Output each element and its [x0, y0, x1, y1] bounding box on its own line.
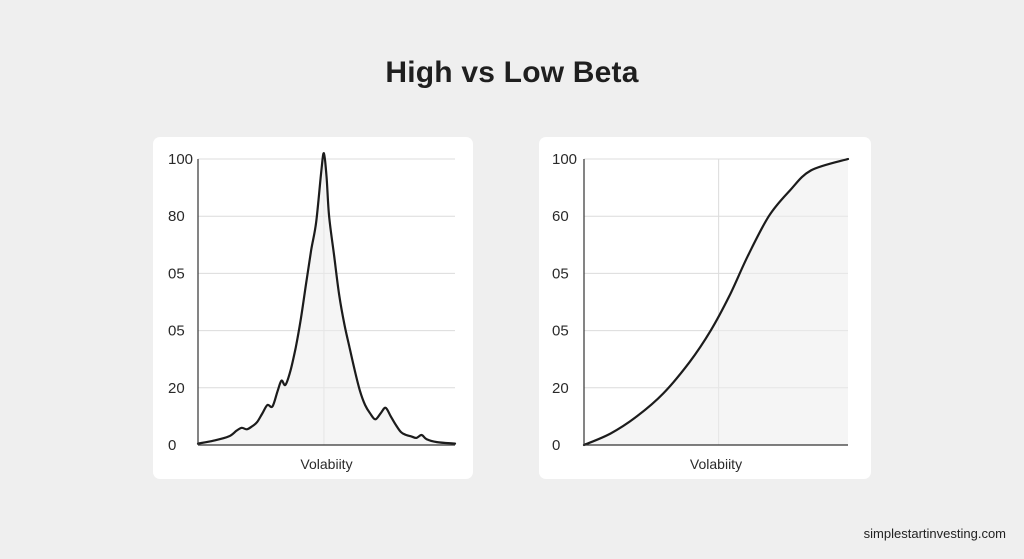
low-beta-chart-card: 100 60 05 05 20 0 Volabiity — [539, 137, 871, 479]
chart-title: High vs Low Beta — [385, 56, 639, 89]
low-beta-chart: 100 60 05 05 20 0 Volabiity — [552, 151, 850, 472]
y-tick-label: 20 — [552, 380, 569, 397]
high-beta-chart: 100 80 05 05 20 0 Volabiity — [168, 151, 457, 472]
x-axis-label: Volabiity — [690, 456, 742, 472]
y-tick-label: 100 — [552, 151, 577, 168]
curve-area — [198, 153, 455, 446]
curve-area — [584, 159, 848, 445]
y-tick-label: 0 — [552, 437, 560, 454]
y-tick-label: 05 — [168, 323, 185, 340]
curve-line — [196, 152, 457, 445]
y-tick-label: 100 — [168, 151, 193, 168]
y-tick-label: 80 — [168, 208, 185, 225]
y-tick-label: 05 — [552, 265, 569, 282]
curve-line — [582, 157, 850, 447]
y-tick-label: 05 — [552, 323, 569, 340]
y-tick-label: 60 — [552, 208, 569, 225]
high-beta-chart-card: 100 80 05 05 20 0 Volabiity — [153, 137, 473, 479]
y-tick-label: 20 — [168, 380, 185, 397]
x-axis-label: Volabiity — [300, 456, 352, 472]
y-tick-label: 05 — [168, 265, 185, 282]
footer-source: simplestartinvesting.com — [863, 526, 1006, 541]
y-tick-label: 0 — [168, 437, 176, 454]
